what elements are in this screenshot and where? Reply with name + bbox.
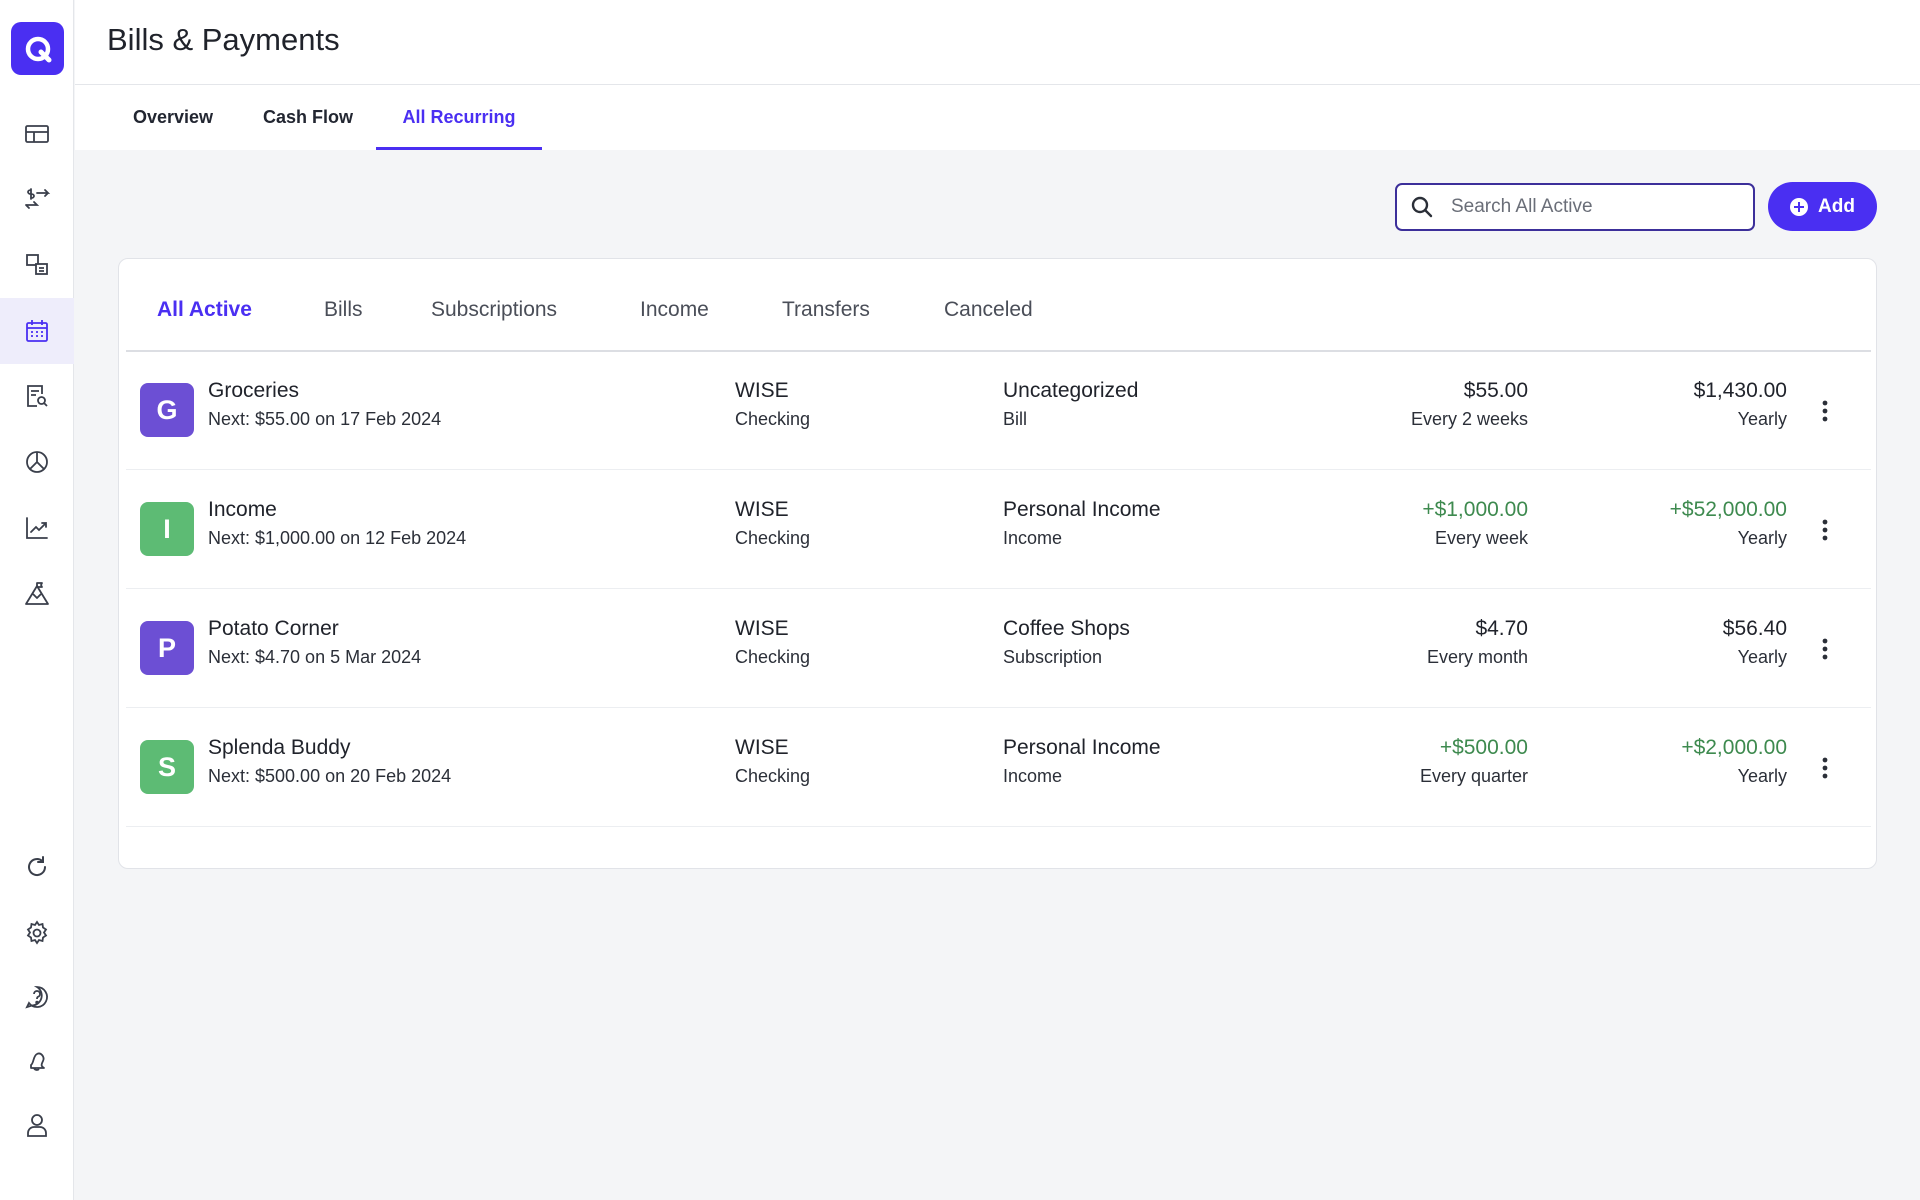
yearly-amount: $1,430.00 xyxy=(1693,379,1787,402)
category-name: Coffee Shops xyxy=(1003,617,1130,640)
yearly-amount: +$52,000.00 xyxy=(1669,498,1787,521)
goals-icon[interactable] xyxy=(0,561,74,627)
account-name: WISE xyxy=(735,617,789,640)
notifications-icon[interactable] xyxy=(0,1028,74,1094)
accounts-icon[interactable] xyxy=(0,232,74,298)
account-type: Checking xyxy=(735,528,811,548)
yearly-label: Yearly xyxy=(1737,766,1787,786)
more-options-icon[interactable] xyxy=(1810,634,1840,664)
recurring-next: Next: $55.00 on 17 Feb 2024 xyxy=(208,409,442,429)
search-icon xyxy=(1411,196,1433,218)
frequency: Every month xyxy=(1426,647,1528,667)
account-name: WISE xyxy=(735,379,789,402)
refresh-icon[interactable] xyxy=(0,834,74,900)
dashboard-icon[interactable] xyxy=(0,101,74,167)
tab-overview[interactable]: Overview xyxy=(132,106,214,127)
category-name: Personal Income xyxy=(1003,498,1161,521)
amount: +$1,000.00 xyxy=(1422,498,1528,521)
account-name: WISE xyxy=(735,498,789,521)
budget-icon[interactable] xyxy=(0,429,74,495)
account-type: Checking xyxy=(735,766,811,786)
calendar-icon[interactable] xyxy=(0,298,74,364)
frequency: Every week xyxy=(1434,528,1528,548)
reports-icon[interactable] xyxy=(0,363,74,429)
category-name: Uncategorized xyxy=(1003,379,1139,402)
recurring-name: Splenda Buddy xyxy=(208,736,351,759)
yearly-amount: +$2,000.00 xyxy=(1681,736,1787,759)
recurring-next: Next: $500.00 on 20 Feb 2024 xyxy=(208,766,452,786)
recurring-next: Next: $1,000.00 on 12 Feb 2024 xyxy=(208,528,467,548)
amount: +$500.00 xyxy=(1439,736,1528,759)
subtab-all-active[interactable]: All Active xyxy=(157,298,252,321)
recurring-card: All Active Bills Subscriptions Income Tr… xyxy=(118,258,1877,869)
recurring-next: Next: $4.70 on 5 Mar 2024 xyxy=(208,647,422,667)
recurring-kind: Income xyxy=(1003,766,1063,786)
more-options-icon[interactable] xyxy=(1810,396,1840,426)
search-box[interactable] xyxy=(1395,183,1755,231)
header: Bills & Payments Overview Cash Flow All … xyxy=(75,0,1920,150)
avatar: P xyxy=(140,621,194,675)
more-options-icon[interactable] xyxy=(1810,515,1840,545)
subtab-transfers[interactable]: Transfers xyxy=(782,298,870,321)
subtab-canceled[interactable]: Canceled xyxy=(944,298,1033,321)
avatar: S xyxy=(140,740,194,794)
recurring-kind: Bill xyxy=(1003,409,1028,429)
subtab-income[interactable]: Income xyxy=(640,298,709,321)
subtab-subscriptions[interactable]: Subscriptions xyxy=(431,298,558,321)
table-row[interactable]: S Splenda Buddy Next: $500.00 on 20 Feb … xyxy=(126,709,1871,827)
more-options-icon[interactable] xyxy=(1810,753,1840,783)
recurring-name: Groceries xyxy=(208,379,300,402)
amount: $55.00 xyxy=(1463,379,1528,402)
yearly-amount: $56.40 xyxy=(1722,617,1787,640)
amount: $4.70 xyxy=(1475,617,1528,640)
recurring-kind: Subscription xyxy=(1003,647,1103,667)
table-row[interactable]: I Income Next: $1,000.00 on 12 Feb 2024 … xyxy=(126,471,1871,589)
investments-icon[interactable] xyxy=(0,495,74,561)
logo-icon[interactable] xyxy=(11,22,64,75)
help-icon[interactable] xyxy=(0,964,74,1030)
account-type: Checking xyxy=(735,409,811,429)
recurring-name: Potato Corner xyxy=(208,617,339,640)
header-divider xyxy=(75,84,1920,85)
account-name: WISE xyxy=(735,736,789,759)
avatar: I xyxy=(140,502,194,556)
table-row[interactable]: P Potato Corner Next: $4.70 on 5 Mar 202… xyxy=(126,590,1871,708)
add-button-label: Add xyxy=(1818,195,1855,217)
recurring-kind: Income xyxy=(1003,528,1063,548)
add-plus-icon xyxy=(1790,197,1809,216)
tab-cash-flow[interactable]: Cash Flow xyxy=(262,106,353,127)
transactions-icon[interactable] xyxy=(0,166,74,232)
add-button[interactable]: Add xyxy=(1768,182,1877,231)
yearly-label: Yearly xyxy=(1737,528,1787,548)
frequency: Every 2 weeks xyxy=(1410,409,1528,429)
account-type: Checking xyxy=(735,647,811,667)
card-divider xyxy=(126,350,1871,352)
recurring-name: Income xyxy=(208,498,277,521)
page-title: Bills & Payments xyxy=(107,22,340,57)
settings-icon[interactable] xyxy=(0,900,74,966)
tab-all-recurring[interactable]: All Recurring xyxy=(376,84,542,150)
avatar: G xyxy=(140,383,194,437)
table-row[interactable]: G Groceries Next: $55.00 on 17 Feb 2024 … xyxy=(126,352,1871,470)
profile-icon[interactable] xyxy=(0,1092,74,1158)
frequency: Every quarter xyxy=(1419,766,1528,786)
category-name: Personal Income xyxy=(1003,736,1161,759)
subtab-bills[interactable]: Bills xyxy=(324,298,363,321)
yearly-label: Yearly xyxy=(1737,409,1787,429)
search-input[interactable] xyxy=(1451,196,1741,218)
sidebar xyxy=(0,0,74,1200)
yearly-label: Yearly xyxy=(1737,647,1787,667)
